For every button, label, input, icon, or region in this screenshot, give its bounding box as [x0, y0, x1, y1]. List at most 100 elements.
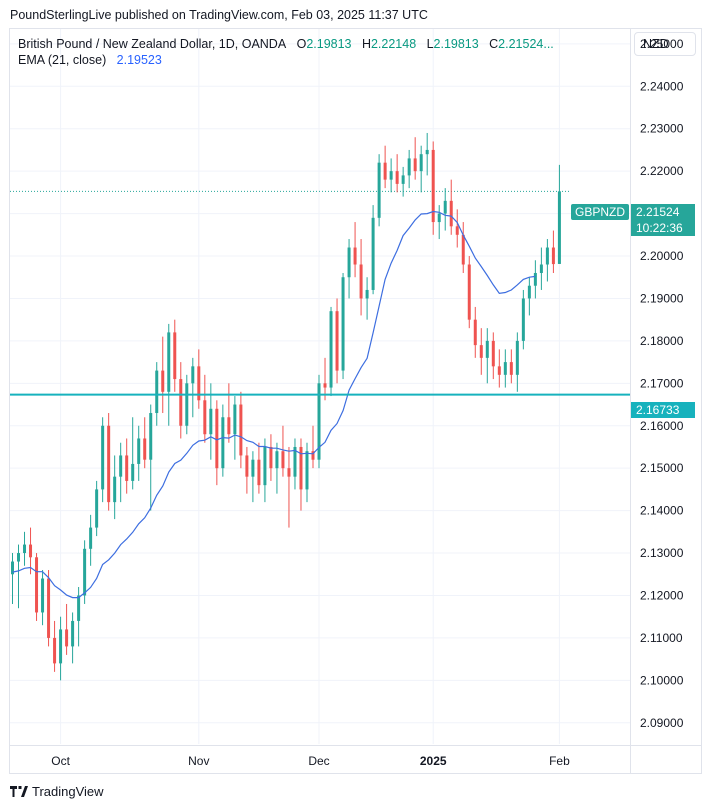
candle — [227, 383, 231, 443]
candle — [113, 455, 117, 520]
candle-body — [557, 191, 561, 264]
publisher-line: PoundSterlingLive published on TradingVi… — [10, 8, 428, 22]
price-tick-label: 2.10000 — [640, 673, 684, 687]
tradingview-logo-text: TradingView — [32, 784, 104, 799]
candle — [17, 544, 21, 609]
candle — [521, 289, 525, 350]
candle — [449, 179, 453, 235]
candle — [47, 570, 51, 647]
candle-body — [119, 455, 123, 477]
candle-body — [287, 468, 291, 477]
candle — [245, 446, 249, 494]
candle — [353, 222, 357, 278]
candle-body — [323, 383, 327, 388]
time-tick-label: Nov — [188, 754, 209, 768]
candle-body — [353, 247, 357, 265]
candle-body — [443, 200, 447, 214]
low-value: 2.19813 — [433, 37, 479, 51]
candle-body — [107, 425, 111, 503]
price-tick-label: 2.22000 — [640, 164, 684, 178]
candle-body — [59, 629, 63, 664]
candle-body — [227, 417, 231, 435]
candle-body — [95, 489, 99, 528]
candle-body — [431, 149, 435, 223]
candle — [497, 349, 501, 388]
candle — [23, 531, 27, 566]
currency-button[interactable]: NZD — [634, 32, 696, 56]
price-tag-countdown: 10:22:36 — [631, 220, 695, 236]
candle-body — [197, 366, 201, 401]
candle-body — [17, 553, 21, 562]
candle-body — [137, 438, 141, 464]
candle — [197, 349, 201, 409]
open-value: 2.19813 — [306, 37, 352, 51]
candle-body — [29, 544, 33, 558]
candle — [41, 570, 45, 626]
candle — [305, 442, 309, 503]
symbol-title[interactable]: British Pound / New Zealand Dollar, 1D, … — [18, 37, 287, 51]
tradingview-logo[interactable]: TradingView — [10, 784, 104, 799]
ema-line — [12, 210, 536, 599]
candle-body — [473, 319, 477, 346]
candle — [341, 272, 345, 380]
low-label: L — [426, 37, 434, 51]
candle-body — [161, 370, 165, 392]
candle-body — [89, 527, 93, 549]
candle — [437, 205, 441, 240]
candle-body — [335, 311, 339, 371]
candle — [491, 332, 495, 380]
candle-body — [293, 446, 297, 477]
candle — [293, 438, 297, 490]
candle-body — [551, 247, 555, 265]
candle-body — [449, 200, 453, 227]
candle — [419, 145, 423, 193]
candle — [329, 306, 333, 397]
price-tick-label: 2.24000 — [640, 79, 684, 93]
candle — [377, 154, 381, 227]
candle — [287, 446, 291, 528]
candle — [11, 553, 14, 604]
price-tick-label: 2.23000 — [640, 122, 684, 136]
candle — [515, 332, 519, 392]
candle-body — [509, 362, 513, 375]
candle — [407, 149, 411, 189]
candle-body — [281, 451, 285, 469]
candle-body — [347, 247, 351, 278]
open-label: O — [296, 37, 307, 51]
candle — [209, 383, 213, 460]
candle — [359, 239, 363, 316]
candle-body — [539, 264, 543, 273]
candle-body — [515, 340, 519, 375]
candle-body — [359, 264, 363, 299]
candle — [101, 417, 105, 503]
price-tick-label: 2.14000 — [640, 504, 684, 518]
candle — [527, 277, 531, 316]
candle — [185, 374, 189, 435]
candle-body — [395, 171, 399, 184]
candle-body — [155, 370, 159, 414]
candle — [251, 451, 255, 503]
candle-body — [221, 417, 225, 469]
candle-body — [479, 345, 483, 358]
time-tick-label: Oct — [51, 754, 70, 768]
candle-body — [65, 629, 69, 647]
price-axis: 2.250002.240002.230002.220002.210002.200… — [640, 37, 684, 730]
candle — [239, 391, 243, 469]
candle-body — [407, 158, 411, 176]
candle-body — [125, 455, 129, 481]
candle — [395, 154, 399, 193]
candle-body — [173, 332, 177, 380]
candle-body — [215, 408, 219, 469]
time-tick-label: 2025 — [420, 754, 447, 768]
candle — [65, 603, 69, 655]
ema-label[interactable]: EMA (21, close) — [18, 53, 107, 67]
candle-body — [491, 340, 495, 367]
price-scale-separator — [630, 28, 631, 774]
candle-body — [245, 455, 249, 477]
candle-body — [269, 446, 273, 469]
candle — [281, 425, 285, 477]
candle-body — [143, 438, 147, 460]
candle — [167, 323, 171, 426]
candle — [107, 413, 111, 511]
